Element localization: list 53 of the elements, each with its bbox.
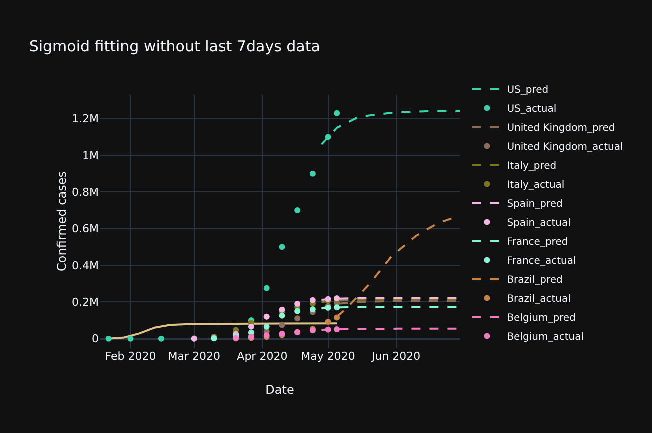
point [279,322,286,328]
point [325,134,332,140]
legend-label: France_actual [507,256,576,268]
point [128,336,134,342]
point [264,324,270,330]
point [310,306,316,312]
legend-label: Italy_actual [507,180,565,192]
point [158,336,164,342]
x-axis-title: Date [266,383,294,397]
y-tick-label: 0.2M [72,296,99,310]
point [294,208,301,214]
point [334,314,340,321]
y-axis-title: Confirmed cases [55,172,69,272]
line-series [320,110,460,146]
point [248,324,254,330]
legend-label: Italy_pred [507,161,557,172]
legend-label: Spain_pred [507,199,563,210]
legend-label: Belgium_pred [507,313,576,324]
point [325,326,332,333]
x-tick-label: Jun 2020 [370,350,421,363]
legend-label: US_pred [507,85,549,96]
legend-label: Spain_actual [507,218,571,230]
y-tick-label: 0.8M [72,186,99,200]
legend-label: United Kingdom_pred [507,123,616,134]
point [325,318,332,325]
point [334,304,340,311]
x-tick-label: Mar 2020 [168,350,221,363]
legend-label: Belgium_actual [507,332,584,344]
point [294,308,301,314]
legend-label: United Kingdom_actual [507,142,624,154]
point [279,312,286,319]
legend-label: US_actual [507,104,557,116]
point [294,301,301,307]
y-tick-label: 1.2M [72,112,99,126]
point [279,244,286,250]
point [294,316,301,322]
legend-label: France_pred [507,237,568,248]
point [310,297,316,304]
y-tick-label: 0.4M [72,259,99,272]
y-tick-label: 0 [92,332,99,346]
x-tick-label: Apr 2020 [237,350,288,363]
point [334,110,340,116]
point [106,336,112,342]
y-tick-label: 1M [82,149,99,162]
legend-label: Brazil_pred [507,275,563,286]
point [264,285,270,292]
x-tick-label: May 2020 [301,350,356,363]
chart-title: Sigmoid fitting without last 7days data [29,38,320,56]
point [310,170,316,177]
y-tick-label: 0.6M [72,222,99,236]
x-tick-label: Feb 2020 [105,350,156,363]
legend-label: Brazil_actual [507,294,571,306]
point [334,326,340,332]
